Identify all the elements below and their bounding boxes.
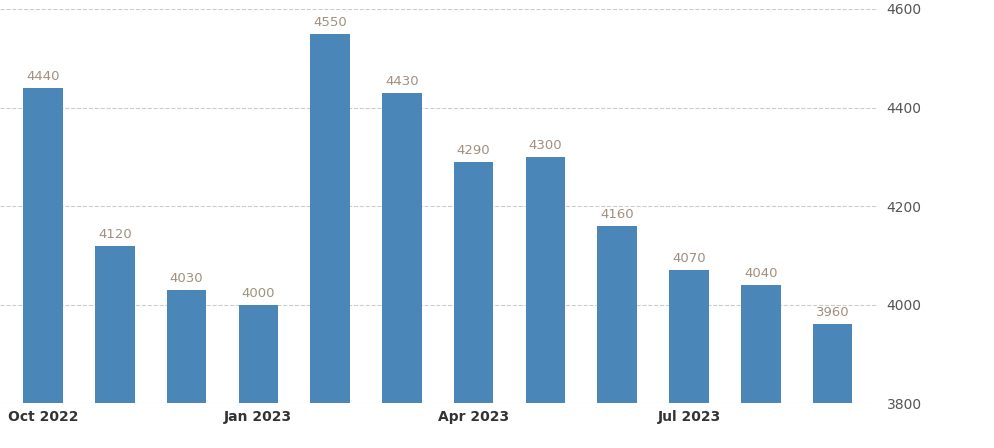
Text: 4290: 4290	[456, 144, 490, 157]
Text: 4070: 4070	[672, 252, 705, 265]
Bar	[669, 270, 708, 448]
Bar	[167, 290, 206, 448]
Text: 4040: 4040	[744, 267, 776, 280]
Bar	[453, 162, 493, 448]
Bar	[23, 88, 63, 448]
Text: 4550: 4550	[313, 16, 347, 29]
Bar	[382, 93, 421, 448]
Text: 4300: 4300	[528, 139, 562, 152]
Bar	[239, 305, 278, 448]
Bar	[741, 285, 779, 448]
Bar	[525, 157, 565, 448]
Bar	[95, 246, 134, 448]
Text: 4000: 4000	[242, 287, 275, 300]
Text: 4430: 4430	[385, 75, 418, 88]
Bar	[596, 226, 636, 448]
Bar	[310, 34, 350, 448]
Text: 4120: 4120	[97, 228, 131, 241]
Text: 4030: 4030	[170, 272, 203, 285]
Text: 4160: 4160	[599, 208, 633, 221]
Bar	[812, 324, 852, 448]
Text: 3960: 3960	[815, 306, 849, 319]
Text: 4440: 4440	[26, 70, 60, 83]
